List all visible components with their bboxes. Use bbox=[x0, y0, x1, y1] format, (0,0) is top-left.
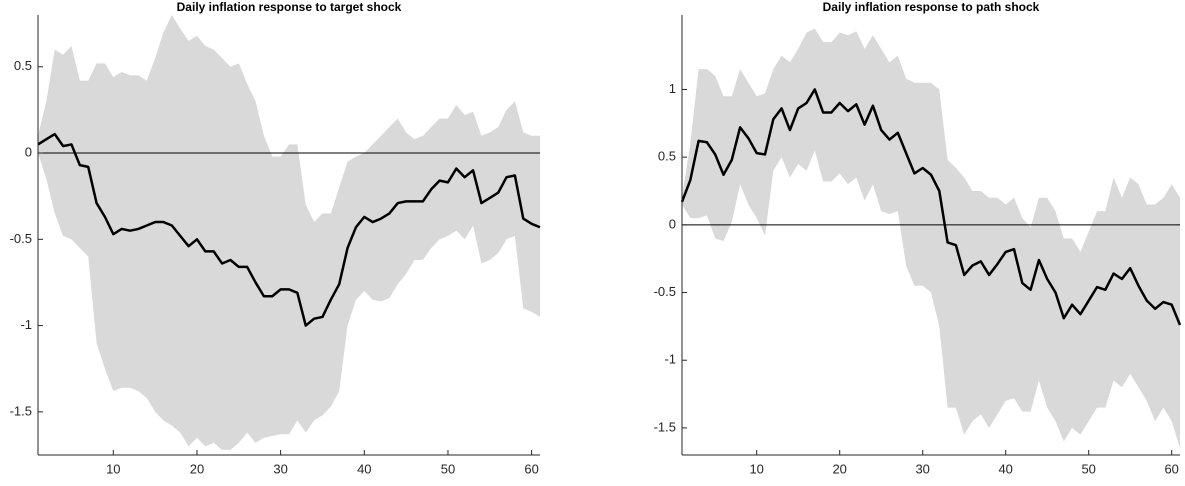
chart-title: Daily inflation response to target shock bbox=[177, 0, 402, 14]
x-tick-label: 10 bbox=[749, 461, 763, 476]
y-tick-label: 0 bbox=[669, 216, 676, 231]
y-tick-label: -1 bbox=[664, 352, 676, 367]
y-tick-label: 0.5 bbox=[658, 149, 676, 164]
y-tick-label: -1.5 bbox=[10, 403, 32, 418]
y-tick-label: 1 bbox=[669, 81, 676, 96]
x-tick-label: 10 bbox=[106, 461, 120, 476]
y-tick-label: -0.5 bbox=[654, 284, 676, 299]
x-tick-label: 60 bbox=[1164, 461, 1178, 476]
x-tick-label: 20 bbox=[832, 461, 846, 476]
x-tick-label: 30 bbox=[273, 461, 287, 476]
x-tick-label: 40 bbox=[357, 461, 371, 476]
response-line bbox=[680, 88, 1182, 326]
y-tick-label: -1.5 bbox=[654, 419, 676, 434]
y-tick-label: 0.5 bbox=[14, 58, 32, 73]
chart-title: Daily inflation response to path shock bbox=[823, 0, 1040, 14]
x-tick-label: 60 bbox=[524, 461, 538, 476]
x-tick-label: 50 bbox=[441, 461, 455, 476]
x-tick-label: 20 bbox=[190, 461, 204, 476]
confidence-band bbox=[682, 28, 1180, 449]
y-tick-label: 0 bbox=[25, 144, 32, 159]
y-tick-label: -1 bbox=[20, 317, 32, 332]
x-tick-label: 30 bbox=[915, 461, 929, 476]
confidence-band bbox=[38, 15, 540, 450]
x-tick-label: 40 bbox=[998, 461, 1012, 476]
response-line bbox=[37, 132, 541, 327]
x-tick-label: 50 bbox=[1081, 461, 1095, 476]
y-tick-label: -0.5 bbox=[10, 231, 32, 246]
